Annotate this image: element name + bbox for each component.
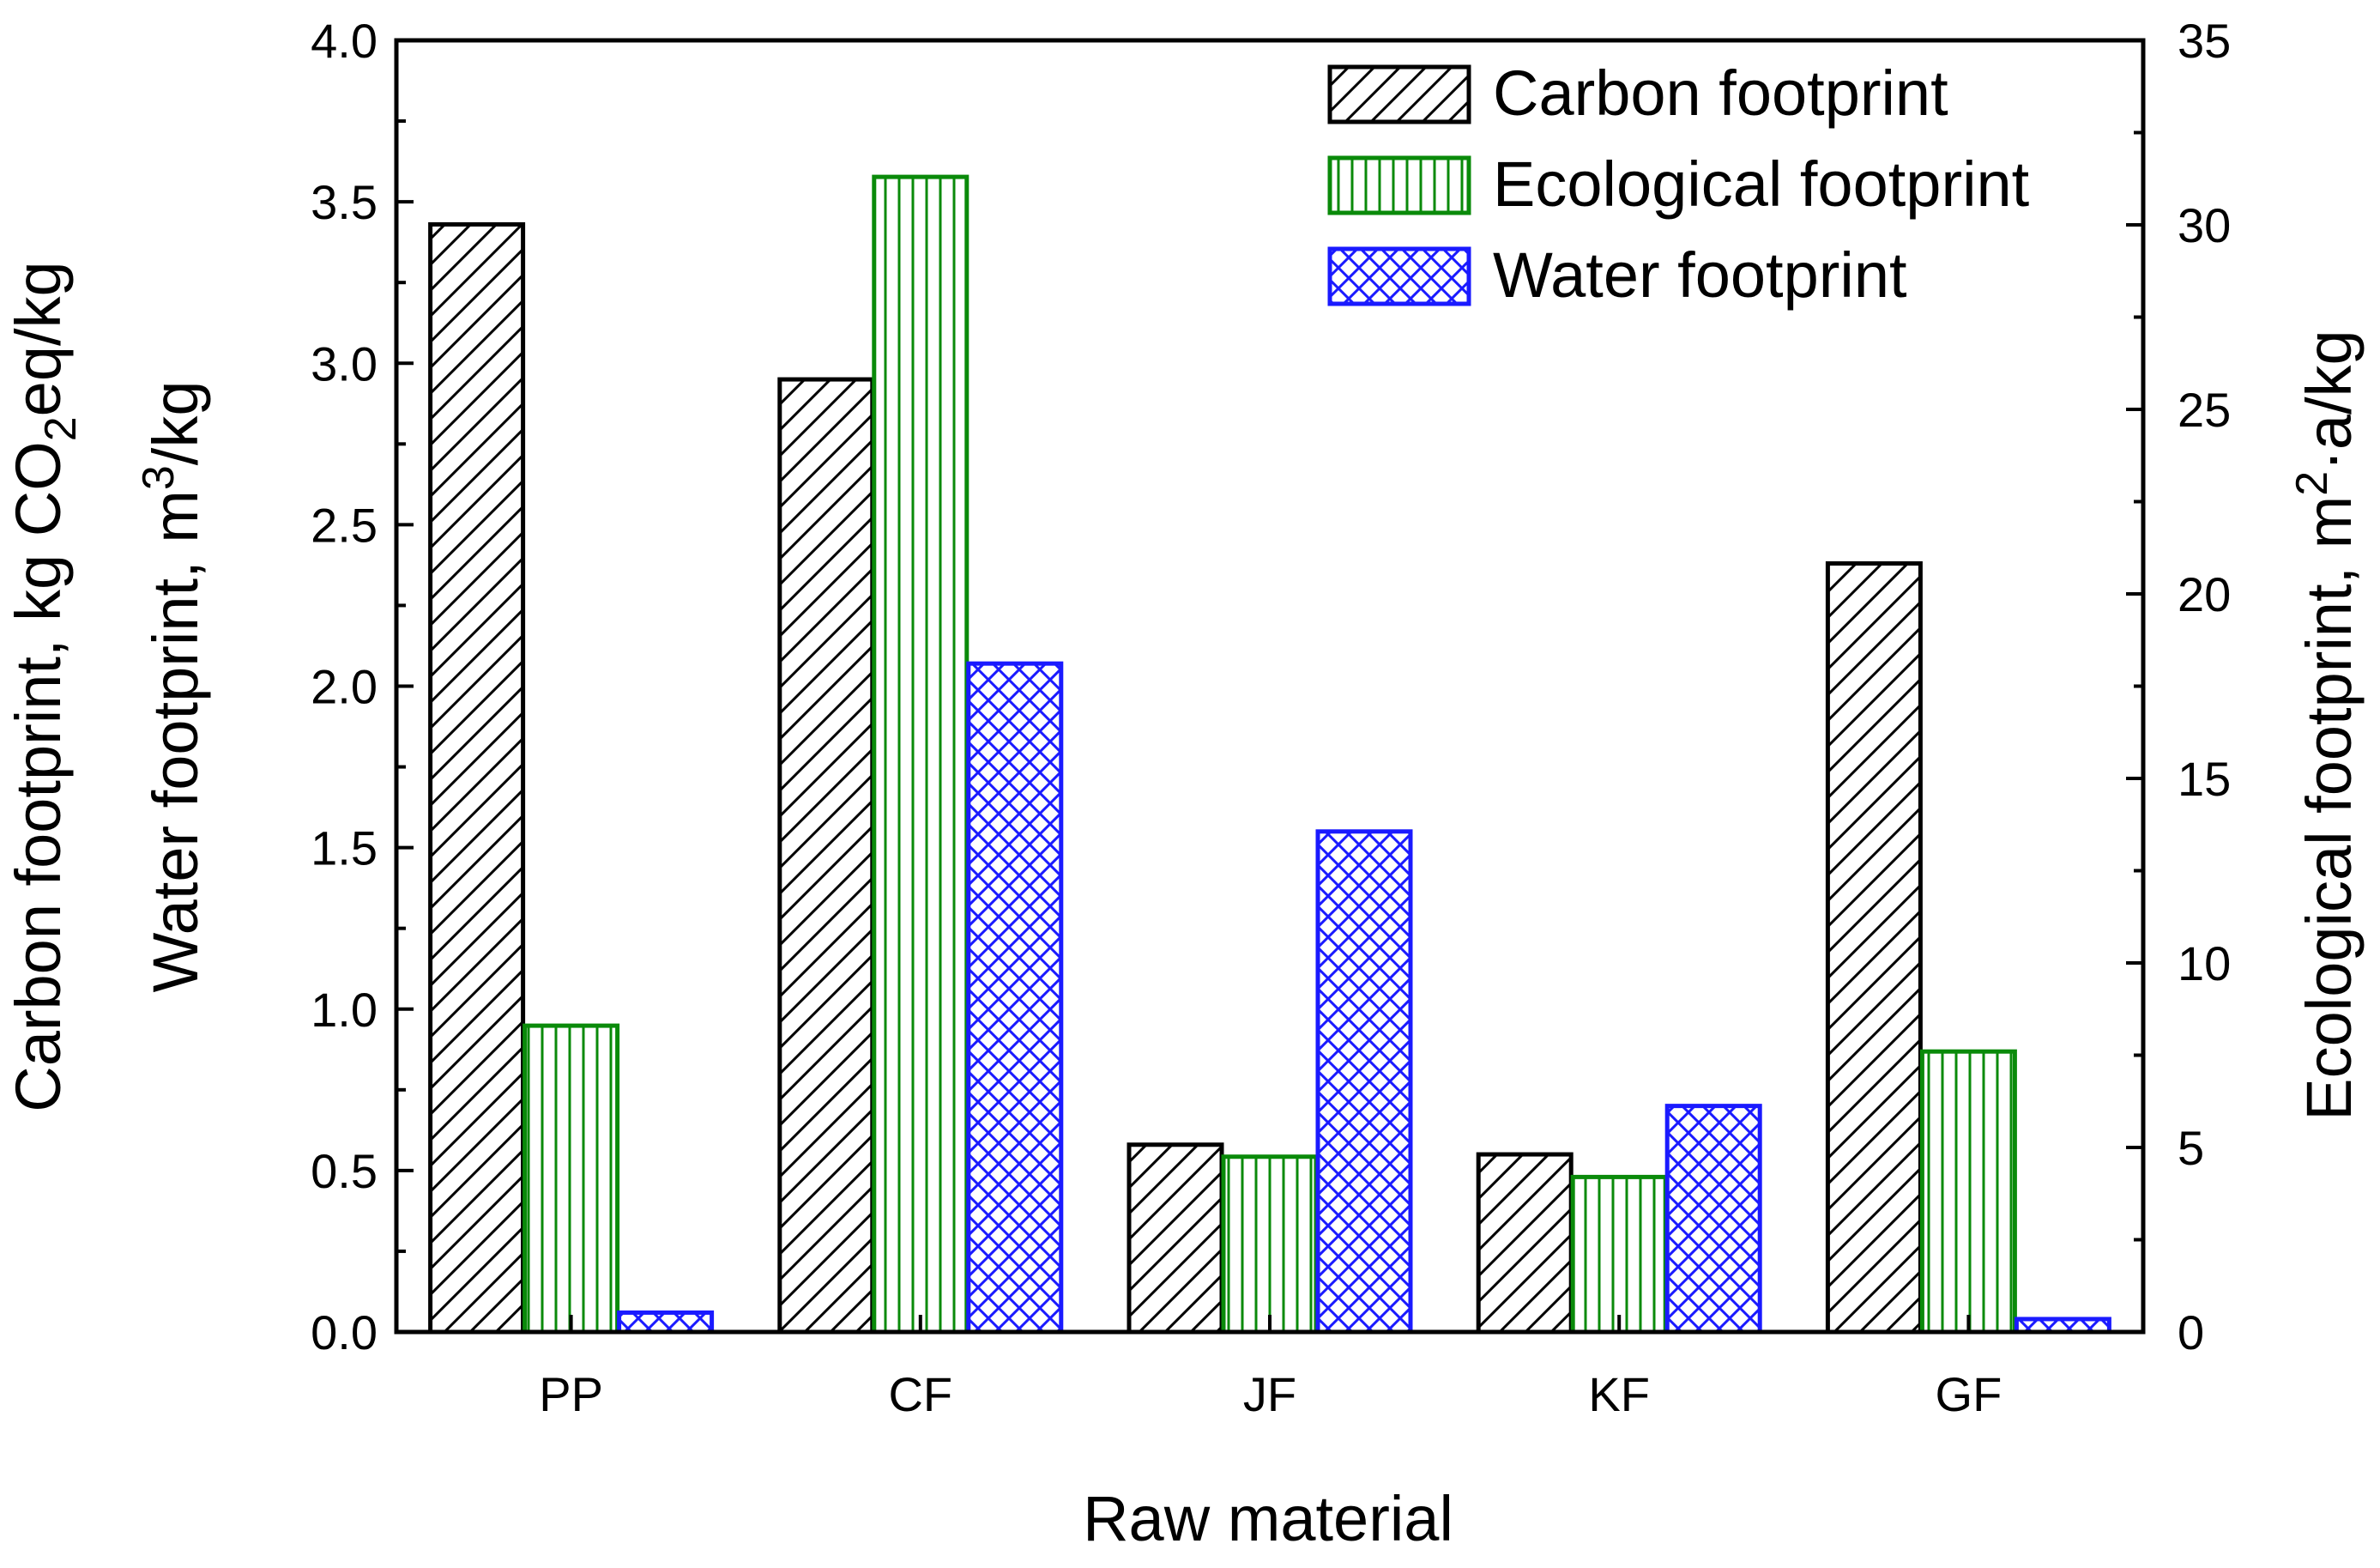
legend-label: Ecological footprint	[1493, 148, 2030, 220]
bar-ecological-footprint-jf	[1221, 1154, 1319, 1335]
legend-label: Carbon footprint	[1493, 58, 1948, 129]
bar-ecological-footprint-gf	[1919, 1049, 2017, 1335]
x-tick-label: JF	[1243, 1367, 1296, 1421]
bar-ecological-footprint-kf	[1570, 1174, 1668, 1335]
left-tick-label: 3.5	[311, 175, 378, 229]
left-axis-title-carbon: Carbon footprint, kg CO2eq/kg	[3, 261, 86, 1111]
right-tick-label: 35	[2178, 14, 2231, 68]
left-tick-label: 0.5	[311, 1144, 378, 1198]
bar-ecological-footprint-pp	[523, 1023, 620, 1335]
right-axis-title: Ecological footprint, m2·a/kg	[2287, 330, 2365, 1120]
bars-group	[428, 174, 2111, 1335]
legend-swatch-carbon-footprint	[1327, 64, 1471, 124]
bar-water-footprint-kf	[1664, 1104, 1762, 1335]
left-tick-label: 0.0	[311, 1305, 378, 1359]
left-axis-ticks: 0.0 0.5 1.0 1.5 2.0 2.5 3.0 3.5 4.0	[311, 14, 414, 1359]
bar-carbon-footprint-cf	[777, 377, 875, 1335]
right-tick-label: 15	[2178, 752, 2231, 806]
right-tick-label: 30	[2178, 198, 2231, 252]
right-tick-label: 10	[2178, 936, 2231, 990]
x-tick-label: KF	[1588, 1367, 1650, 1421]
left-axis-title-water: Water footprint, m3/kg	[134, 381, 211, 993]
bar-ecological-footprint-cf	[872, 174, 970, 1335]
left-tick-label: 2.0	[311, 660, 378, 714]
x-tick-label: CF	[888, 1367, 952, 1421]
legend-swatch-water-footprint	[1327, 246, 1471, 306]
bar-carbon-footprint-gf	[1825, 561, 1923, 1335]
bar-water-footprint-pp	[617, 1310, 715, 1335]
legend-swatch-ecological-footprint	[1327, 155, 1471, 215]
left-tick-label: 1.5	[311, 821, 378, 875]
x-axis-title: Raw material	[1083, 1483, 1453, 1554]
right-tick-label: 20	[2178, 567, 2231, 621]
bar-carbon-footprint-pp	[428, 221, 526, 1335]
left-tick-label: 3.0	[311, 336, 378, 390]
bar-carbon-footprint-jf	[1127, 1142, 1224, 1335]
legend: Carbon footprint Ecological footprint Wate…	[1327, 58, 2030, 311]
left-tick-label: 1.0	[311, 983, 378, 1037]
legend-label: Water footprint	[1493, 239, 1907, 311]
right-tick-label: 0	[2178, 1305, 2204, 1359]
x-tick-label: GF	[1936, 1367, 2002, 1421]
left-tick-label: 4.0	[311, 14, 378, 68]
bar-water-footprint-jf	[1315, 829, 1413, 1335]
left-tick-label: 2.5	[311, 498, 378, 552]
bar-water-footprint-cf	[966, 661, 1064, 1335]
right-tick-label: 5	[2178, 1121, 2204, 1175]
x-axis-ticks: PP CF JF KF GF	[539, 1315, 2002, 1421]
right-axis-ticks: 0 5 10 15 20 25 30 35	[2126, 14, 2231, 1359]
right-tick-label: 25	[2178, 383, 2231, 437]
bar-carbon-footprint-kf	[1476, 1152, 1574, 1335]
x-tick-label: PP	[539, 1367, 603, 1421]
